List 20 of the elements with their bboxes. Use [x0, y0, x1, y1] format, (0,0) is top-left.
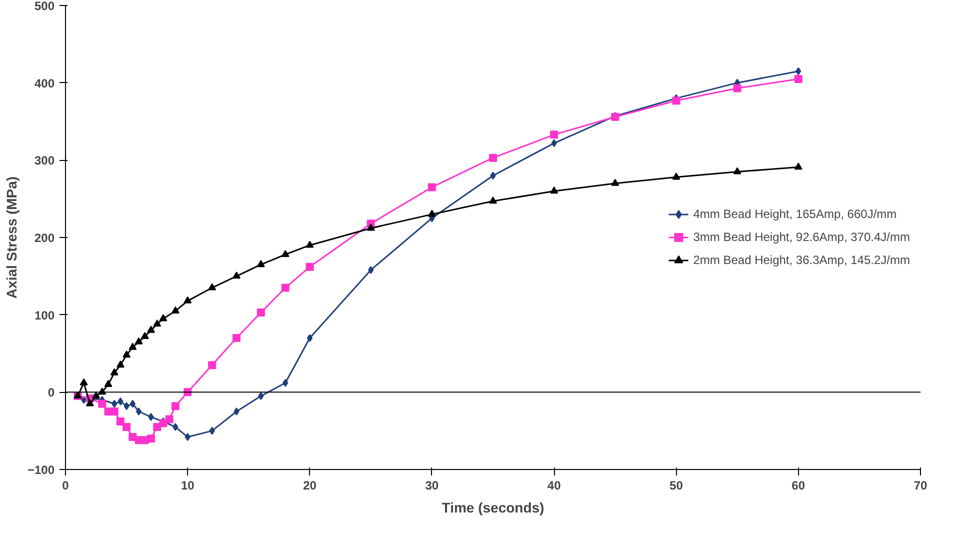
x-tick-label: 70 — [914, 478, 928, 492]
x-tick-label: 20 — [303, 478, 317, 492]
x-tick-label: 40 — [547, 478, 562, 492]
y-tick-label: 400 — [34, 76, 55, 90]
legend-label: 2mm Bead Height, 36.3Amp, 145.2J/mm — [693, 253, 910, 267]
x-tick-label: 50 — [670, 478, 684, 492]
x-tick-label: 10 — [180, 478, 195, 492]
x-tick-label: 60 — [792, 478, 806, 492]
y-tick-label: −100 — [27, 463, 55, 477]
y-tick-label: 100 — [34, 308, 55, 322]
x-axis-title: Time (seconds) — [442, 500, 544, 516]
y-axis-title: Axial Stress (MPa) — [3, 176, 20, 299]
y-tick-label: 300 — [34, 154, 55, 168]
y-tick-label: 200 — [34, 231, 55, 245]
y-tick-label: 0 — [48, 386, 55, 400]
legend-label: 3mm Bead Height, 92.6Amp, 370.4J/mm — [693, 230, 910, 244]
x-tick-label: 30 — [425, 478, 439, 492]
x-tick-label: 0 — [62, 478, 70, 492]
y-tick-label: 500 — [34, 0, 55, 13]
legend-label: 4mm Bead Height, 165Amp, 660J/mm — [693, 207, 897, 221]
